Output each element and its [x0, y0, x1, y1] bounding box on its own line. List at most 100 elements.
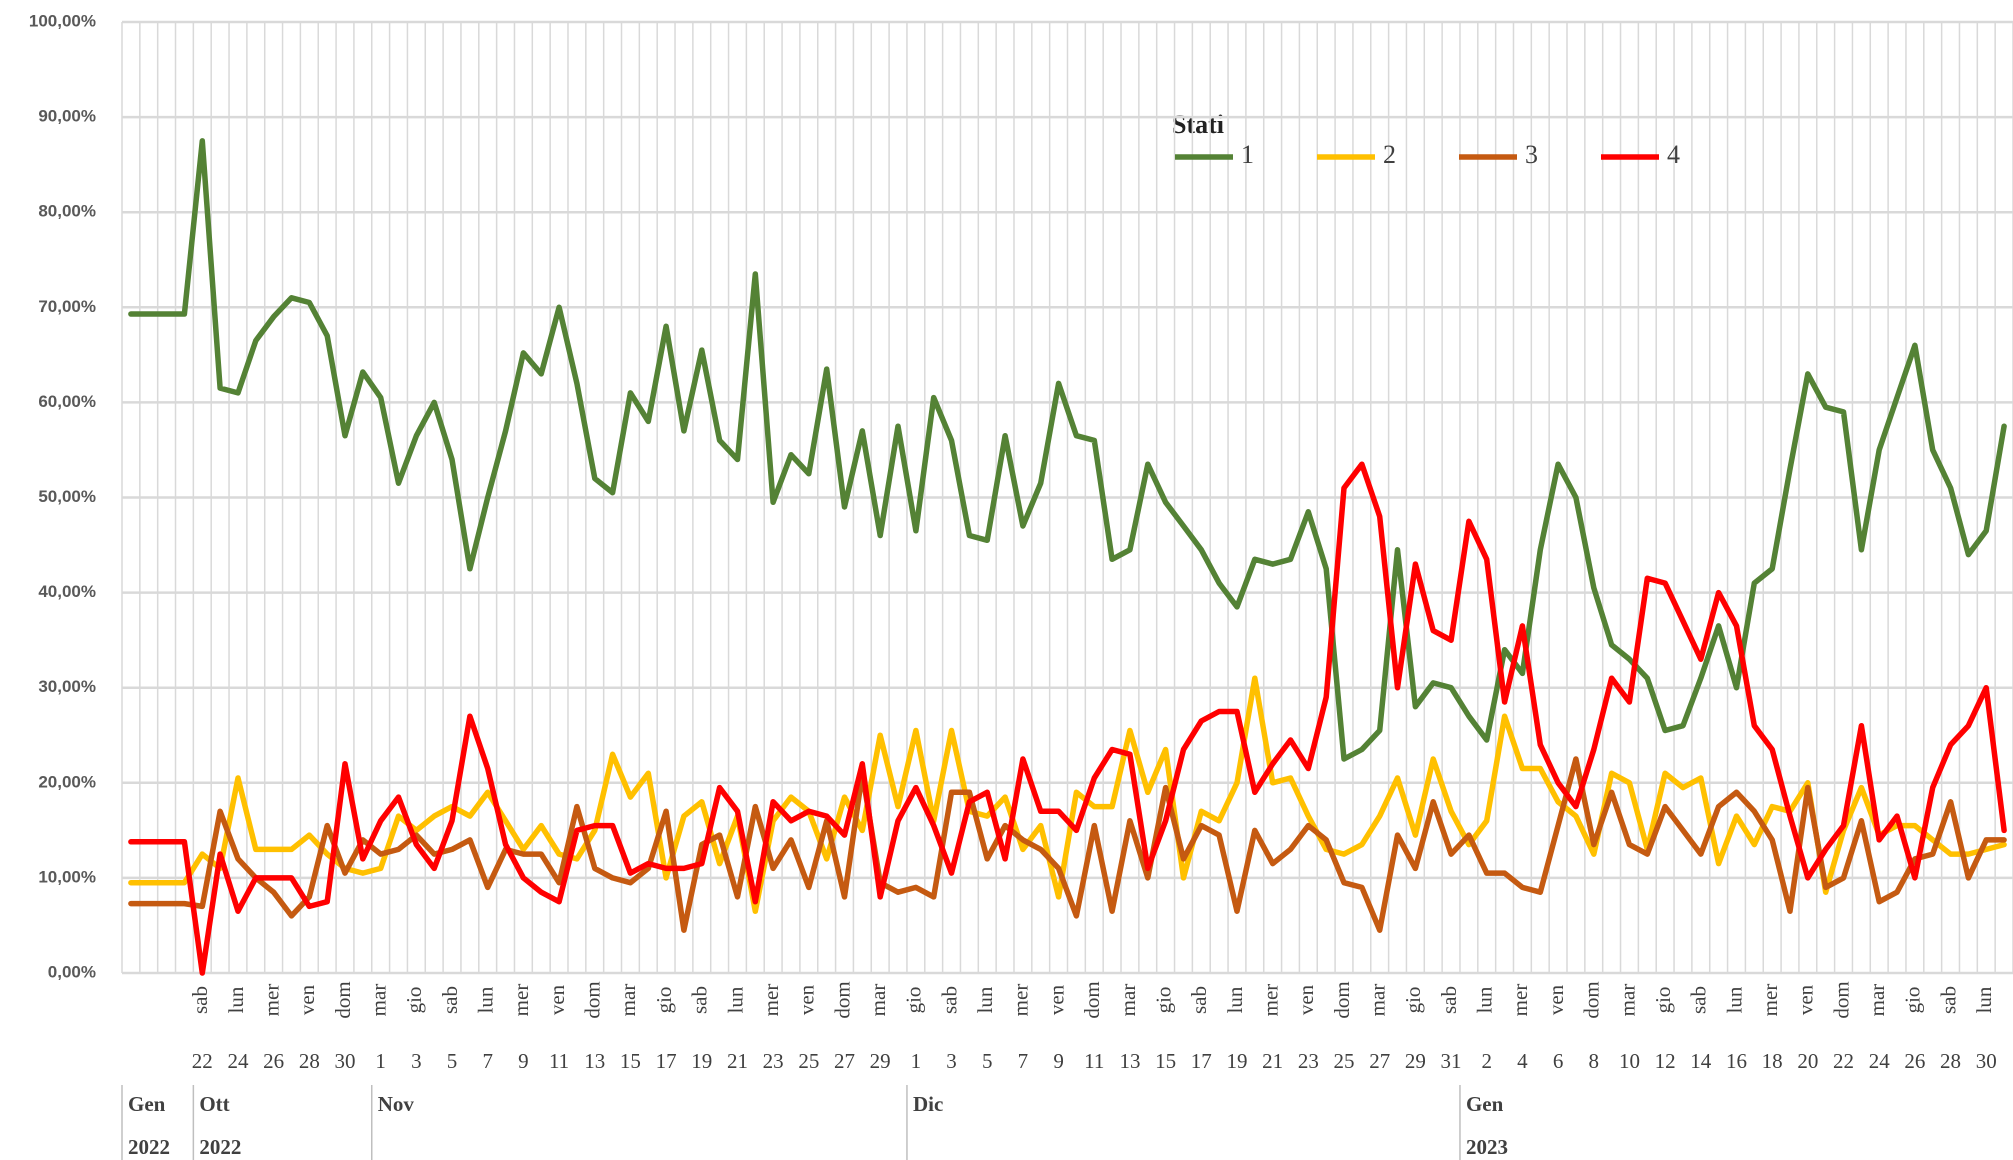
day-label: 30	[334, 1049, 355, 1073]
weekday-label: lun	[973, 986, 997, 1013]
weekday-label: gio	[652, 987, 676, 1014]
day-label: 3	[946, 1049, 957, 1073]
series-line	[128, 138, 2007, 762]
weekday-label: dom	[581, 981, 605, 1018]
y-tick-label: 90,00%	[38, 107, 96, 126]
day-label: 14	[1690, 1049, 1712, 1073]
weekday-label: mer	[1758, 984, 1782, 1017]
weekday-label: mar	[366, 984, 390, 1017]
day-label: 7	[1018, 1049, 1029, 1073]
weekday-label: lun	[723, 986, 747, 1013]
weekday-label: mer	[1258, 984, 1282, 1017]
day-label: 23	[763, 1049, 784, 1073]
weekday-label: gio	[1651, 987, 1675, 1014]
series-line	[128, 461, 2007, 976]
day-label: 25	[798, 1049, 819, 1073]
y-tick-label: 70,00%	[38, 297, 96, 316]
legend-label: 4	[1667, 140, 1680, 169]
day-label: 21	[1262, 1049, 1283, 1073]
day-label: 29	[1405, 1049, 1426, 1073]
weekday-label: dom	[1580, 981, 1604, 1018]
day-label: 29	[870, 1049, 891, 1073]
weekday-label: ven	[1544, 984, 1568, 1015]
day-label: 3	[411, 1049, 422, 1073]
day-label: 23	[1298, 1049, 1319, 1073]
day-label: 27	[834, 1049, 855, 1073]
weekday-label: mar	[1865, 984, 1889, 1017]
weekday-label: dom	[1829, 981, 1853, 1018]
day-label: 11	[1084, 1049, 1104, 1073]
day-label: 17	[1191, 1049, 1212, 1073]
day-label: 13	[584, 1049, 605, 1073]
day-label: 26	[263, 1049, 284, 1073]
day-label: 19	[1226, 1049, 1247, 1073]
day-label: 9	[518, 1049, 529, 1073]
series-line	[128, 675, 2007, 914]
weekday-label: sab	[1936, 986, 1960, 1014]
day-label: 4	[1517, 1049, 1528, 1073]
day-label: 22	[1833, 1049, 1854, 1073]
month-label: Gen	[128, 1092, 166, 1116]
weekday-label: ven	[795, 984, 819, 1015]
y-tick-label: 100,00%	[29, 11, 96, 30]
y-tick-label: 0,00%	[48, 962, 96, 981]
weekday-label: mer	[259, 984, 283, 1017]
day-label: 19	[691, 1049, 712, 1073]
day-label: 18	[1762, 1049, 1783, 1073]
y-tick-label: 40,00%	[38, 582, 96, 601]
weekday-label: lun	[1223, 986, 1247, 1013]
weekday-label: mer	[759, 984, 783, 1017]
year-label: 2022	[199, 1135, 241, 1159]
weekday-label: mar	[616, 984, 640, 1017]
weekday-label: lun	[1722, 986, 1746, 1013]
weekday-label: lun	[1972, 986, 1996, 1013]
weekday-label: dom	[1330, 981, 1354, 1018]
day-label: 7	[482, 1049, 493, 1073]
weekday-label: mer	[1009, 984, 1033, 1017]
weekday-label: gio	[402, 987, 426, 1014]
y-tick-label: 60,00%	[38, 392, 96, 411]
weekday-label: ven	[1294, 984, 1318, 1015]
day-label: 5	[447, 1049, 458, 1073]
weekday-label: ven	[545, 984, 569, 1015]
year-label: 2022	[128, 1135, 170, 1159]
day-label: 8	[1589, 1049, 1600, 1073]
y-tick-label: 30,00%	[38, 677, 96, 696]
weekday-label: gio	[1151, 987, 1175, 1014]
day-label: 1	[911, 1049, 922, 1073]
day-label: 11	[549, 1049, 569, 1073]
day-label: 15	[620, 1049, 641, 1073]
weekday-label: dom	[331, 981, 355, 1018]
year-label: 2023	[1466, 1135, 1508, 1159]
day-label: 21	[727, 1049, 748, 1073]
day-label: 30	[1976, 1049, 1997, 1073]
weekday-label: sab	[1437, 986, 1461, 1014]
day-label: 2	[1481, 1049, 1492, 1073]
day-label: 25	[1334, 1049, 1355, 1073]
y-tick-label: 20,00%	[38, 772, 96, 791]
day-label: 15	[1155, 1049, 1176, 1073]
day-label: 28	[299, 1049, 320, 1073]
weekday-label: lun	[474, 986, 498, 1013]
weekday-label: sab	[188, 986, 212, 1014]
weekday-label: dom	[830, 981, 854, 1018]
y-tick-label: 80,00%	[38, 202, 96, 221]
weekday-label: mer	[509, 984, 533, 1017]
legend-label: 1	[1241, 140, 1254, 169]
weekday-label: mar	[1366, 984, 1390, 1017]
y-tick-label: 50,00%	[38, 487, 96, 506]
day-label: 20	[1797, 1049, 1818, 1073]
day-label: 6	[1553, 1049, 1564, 1073]
month-label: Nov	[378, 1092, 415, 1116]
day-label: 27	[1369, 1049, 1390, 1073]
weekday-label: ven	[295, 984, 319, 1015]
day-label: 17	[656, 1049, 677, 1073]
weekday-label: gio	[1901, 987, 1925, 1014]
day-label: 26	[1904, 1049, 1925, 1073]
weekday-label: sab	[1187, 986, 1211, 1014]
weekday-label: sab	[1687, 986, 1711, 1014]
weekday-label: ven	[1794, 984, 1818, 1015]
day-label: 24	[227, 1049, 249, 1073]
legend-title: Stati	[1172, 110, 1224, 139]
weekday-label: sab	[937, 986, 961, 1014]
